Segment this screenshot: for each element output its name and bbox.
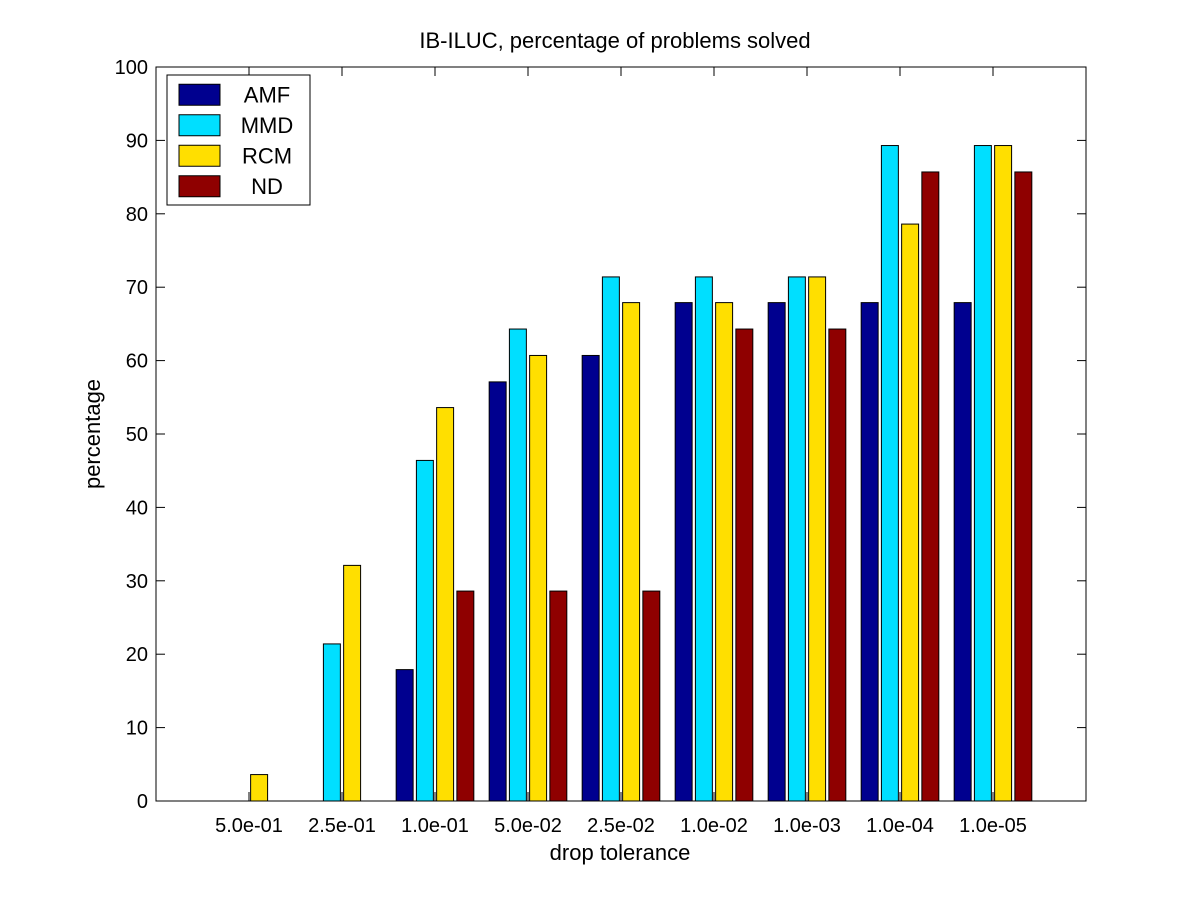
legend: AMF MMD RCM ND	[166, 74, 311, 206]
legend-label-mmd: MMD	[241, 113, 294, 138]
y-tick-label: 10	[126, 718, 148, 740]
bar-amf-1.0e-03	[767, 302, 786, 802]
legend-swatch-mmd	[178, 114, 221, 137]
bar-amf-5.0e-02	[488, 381, 507, 802]
chart-title: IB-ILUC, percentage of problems solved	[419, 28, 810, 53]
bar-rcm-2.5e-01	[343, 564, 362, 802]
y-tick-label: 0	[137, 791, 148, 813]
legend-label-rcm: RCM	[242, 143, 292, 168]
bar-mmd-2.5e-02	[601, 276, 620, 802]
y-tick-label: 30	[126, 571, 148, 593]
x-tick-label: 5.0e-02	[494, 815, 562, 837]
bar-nd-2.5e-02	[642, 590, 661, 802]
bar-mmd-5.0e-02	[508, 328, 527, 802]
bar-nd-1.0e-01	[456, 590, 475, 802]
x-tick-label: 2.5e-02	[587, 815, 655, 837]
bar-amf-1.0e-05	[953, 302, 972, 802]
bar-rcm-2.5e-02	[622, 302, 641, 802]
x-tick-label: 2.5e-01	[308, 815, 376, 837]
x-tick-label: 5.0e-01	[215, 815, 283, 837]
y-tick-label: 60	[126, 351, 148, 373]
bar-mmd-1.0e-02	[694, 276, 713, 802]
bar-nd-1.0e-04	[921, 171, 940, 802]
y-tick-label: 80	[126, 204, 148, 226]
legend-swatch-rcm	[178, 144, 221, 167]
bar-rcm-5.0e-02	[529, 354, 548, 802]
bar-rcm-1.0e-01	[436, 407, 455, 802]
x-tick-label: 1.0e-04	[866, 815, 934, 837]
x-tick-label: 1.0e-01	[401, 815, 469, 837]
legend-label-amf: AMF	[244, 82, 290, 107]
bar-rcm-5.0e-01	[250, 774, 269, 802]
x-tick-label: 1.0e-02	[680, 815, 748, 837]
bar-nd-5.0e-02	[549, 590, 568, 802]
legend-label-nd: ND	[251, 174, 283, 199]
bar-mmd-1.0e-01	[415, 459, 434, 802]
x-tick-label: 1.0e-03	[773, 815, 841, 837]
bars	[250, 145, 1033, 802]
bar-amf-1.0e-01	[395, 669, 414, 802]
x-tick-label: 1.0e-05	[959, 815, 1027, 837]
bar-mmd-1.0e-03	[787, 276, 806, 802]
bar-nd-1.0e-05	[1014, 171, 1033, 802]
bar-amf-2.5e-02	[581, 354, 600, 802]
bar-amf-1.0e-04	[860, 302, 879, 802]
bar-mmd-1.0e-05	[973, 145, 992, 802]
y-axis-title: percentage	[80, 379, 105, 489]
bar-mmd-2.5e-01	[322, 643, 341, 802]
x-axis-title: drop tolerance	[550, 840, 691, 865]
y-tick-label: 100	[115, 57, 148, 79]
bar-rcm-1.0e-04	[901, 223, 920, 802]
bar-nd-1.0e-02	[735, 328, 754, 802]
bar-rcm-1.0e-05	[994, 145, 1013, 802]
bar-amf-1.0e-02	[674, 302, 693, 802]
y-tick-label: 40	[126, 497, 148, 519]
y-tick-label: 70	[126, 277, 148, 299]
y-tick-label: 20	[126, 644, 148, 666]
bar-rcm-1.0e-03	[808, 276, 827, 802]
bar-rcm-1.0e-02	[715, 302, 734, 802]
y-tick-label: 90	[126, 130, 148, 152]
legend-swatch-nd	[178, 175, 221, 198]
bar-nd-1.0e-03	[828, 328, 847, 802]
bar-mmd-1.0e-04	[880, 145, 899, 802]
y-tick-label: 50	[126, 424, 148, 446]
legend-swatch-amf	[178, 83, 221, 106]
axes: 0 10 20 30 40 50 60 70 80 90 100 5.0e-01 2.5e-01 1.0e…	[115, 57, 1087, 837]
